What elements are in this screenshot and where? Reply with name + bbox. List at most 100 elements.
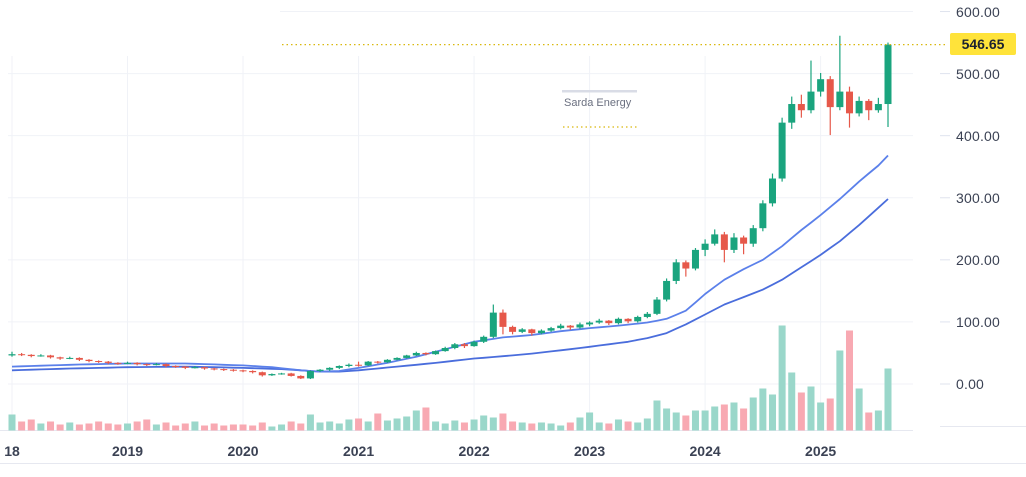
candle-body (788, 104, 796, 123)
volume-bar (393, 418, 401, 431)
candle-body (807, 91, 815, 111)
candle-body (172, 365, 180, 367)
volume-bar (489, 417, 497, 431)
candle-body (393, 357, 401, 360)
candle-body (663, 280, 671, 300)
time-tick-label: 2024 (689, 443, 721, 459)
candle-body (884, 44, 892, 105)
volume-bar (740, 408, 748, 431)
volume-bar (884, 368, 892, 431)
candle-body (412, 352, 420, 356)
volume-bar (95, 421, 103, 431)
candle-body (749, 228, 757, 244)
candle-body (75, 357, 83, 360)
volume-bar (124, 423, 132, 431)
volume-bar (749, 397, 757, 431)
symbol-annotation: Sarda Energy (564, 97, 632, 109)
volume-bar (711, 406, 719, 431)
candle-body (865, 100, 873, 111)
candle-body (740, 237, 748, 244)
candle-body (249, 370, 257, 373)
candle-body (874, 104, 882, 111)
volume-bar (537, 422, 545, 431)
candle-body (278, 373, 286, 375)
volume-bar (672, 412, 680, 431)
candle-body (817, 79, 825, 92)
volume-bar (374, 413, 382, 431)
volume-bar (817, 402, 825, 431)
candle-body (614, 318, 622, 324)
volume-bar (643, 418, 651, 431)
volume-bar (566, 422, 574, 431)
volume-bar (326, 421, 334, 431)
candle-body (229, 369, 237, 371)
volume-bar (557, 425, 565, 431)
volume-bar (691, 410, 699, 431)
candle-body (576, 324, 584, 328)
volume-bar (268, 426, 276, 431)
candle-body (489, 312, 497, 337)
volume-bar (114, 424, 122, 431)
volume-bar (239, 424, 247, 431)
price-tick-label: 100.00 (956, 313, 1001, 330)
volume-bar (345, 419, 353, 431)
candle-body (557, 325, 565, 329)
candle-body (537, 330, 545, 334)
volume-bar (778, 325, 786, 431)
volume-bar (826, 398, 834, 431)
volume-bar (229, 424, 237, 431)
volume-bar (412, 410, 420, 431)
candle-body (720, 234, 728, 250)
candle-body (143, 364, 151, 366)
volume-bar (162, 422, 170, 431)
candle-body (220, 369, 228, 371)
candle-body (181, 366, 189, 368)
volume-bar (509, 421, 517, 431)
volume-bar (865, 412, 873, 431)
volume-bar (383, 420, 391, 431)
candle-body (335, 365, 343, 368)
candle-body (47, 355, 55, 358)
candle-body (297, 375, 305, 379)
volume-bar (586, 412, 594, 431)
volume-bar (306, 414, 314, 431)
volume-bar (701, 410, 709, 431)
time-tick-label: 2019 (111, 443, 144, 459)
volume-bar (355, 418, 363, 431)
candle-body (643, 313, 651, 317)
volume-bar (836, 350, 844, 431)
candle-body (124, 362, 132, 364)
volume-bar (720, 404, 728, 431)
candle-body (653, 299, 661, 314)
candle-body (268, 374, 276, 376)
volume-bar (364, 421, 372, 431)
volume-bar (614, 419, 622, 431)
candle-body (518, 329, 526, 332)
candle-body (836, 91, 844, 108)
candle-body (152, 364, 160, 366)
candle-body (845, 91, 853, 114)
candle-body (480, 336, 488, 342)
candle-body (37, 355, 45, 357)
candle-body (355, 364, 363, 366)
candle-body (287, 373, 295, 376)
candle-body (634, 316, 642, 322)
volume-bar (499, 413, 507, 431)
volume-bar (316, 422, 324, 431)
volume-bar (249, 425, 257, 431)
time-tick-label: 2020 (227, 443, 259, 459)
candle-body (258, 372, 266, 376)
candle-body (797, 104, 805, 111)
volume-bar (663, 408, 671, 431)
candle-body (306, 370, 314, 379)
candle-body (210, 368, 218, 370)
candle-body (364, 361, 372, 366)
candle-body (441, 347, 449, 352)
volume-bar (297, 423, 305, 431)
candle-body (730, 237, 738, 250)
candle-body (422, 352, 430, 355)
candle-body (451, 344, 459, 348)
candle-body (316, 369, 324, 371)
